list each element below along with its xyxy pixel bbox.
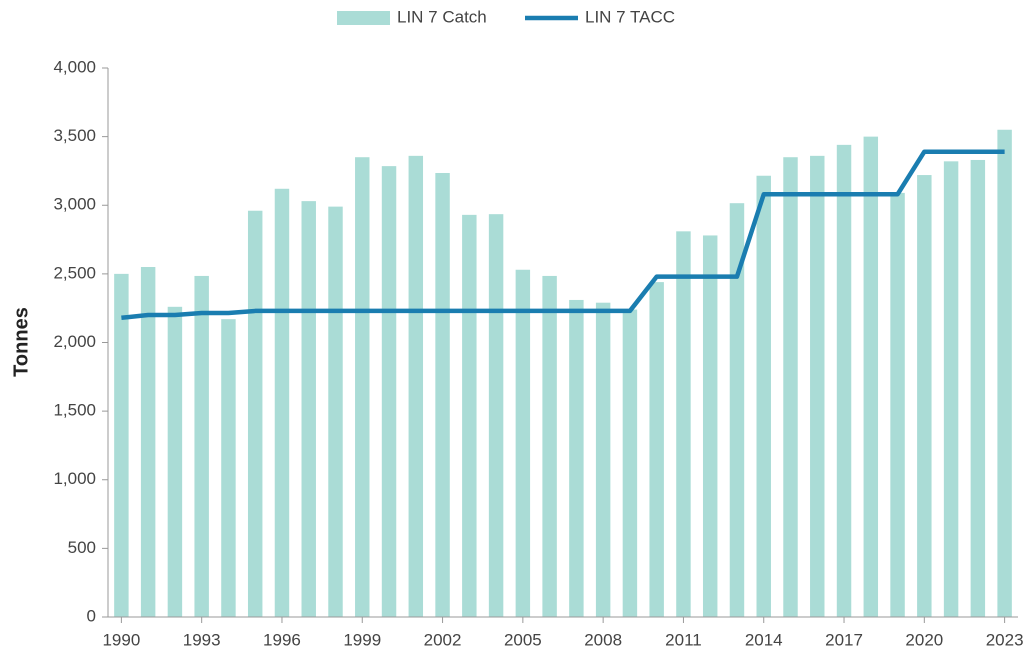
x-tick-label: 2002 — [424, 630, 462, 649]
bar — [756, 175, 771, 617]
bar — [221, 319, 236, 617]
x-tick-label: 2017 — [825, 630, 863, 649]
y-tick-label: 500 — [68, 538, 96, 557]
line — [121, 149, 1005, 321]
bar — [810, 155, 825, 617]
y-tick-label: 0 — [87, 606, 96, 625]
x-tick-label: 2020 — [905, 630, 943, 649]
bar — [301, 201, 316, 617]
y-tick-label: 3,000 — [53, 195, 96, 214]
bar — [194, 275, 209, 617]
y-tick-label: 1,500 — [53, 401, 96, 420]
bar — [247, 210, 263, 618]
x-tick-label: 1990 — [102, 630, 140, 649]
bar — [943, 161, 959, 617]
bar — [328, 206, 343, 617]
bar — [729, 203, 745, 617]
x-tick-label: 2023 — [986, 630, 1024, 649]
bar — [997, 129, 1012, 617]
bar — [408, 155, 424, 617]
bar — [435, 172, 450, 617]
bar — [970, 159, 986, 617]
bar — [462, 214, 477, 618]
bar — [890, 192, 905, 617]
bar — [114, 273, 129, 617]
x-tick-label: 1999 — [343, 630, 381, 649]
bar — [167, 306, 183, 617]
bar — [917, 175, 932, 617]
bar — [622, 309, 638, 617]
bar — [515, 269, 531, 617]
y-tick-label: 3,500 — [53, 126, 96, 145]
bar — [569, 299, 584, 617]
x-tick-label: 1996 — [263, 630, 301, 649]
legend-swatch — [337, 11, 390, 25]
bar — [488, 214, 504, 617]
bar — [836, 144, 852, 618]
x-tick-label: 2014 — [745, 630, 783, 649]
bar — [702, 235, 718, 617]
y-axis-title: Tonnes — [10, 307, 32, 377]
x-tick-label: 1993 — [183, 630, 221, 649]
y-tick-label: 2,500 — [53, 263, 96, 282]
y-tick-label: 1,000 — [53, 469, 96, 488]
y-tick-label: 2,000 — [53, 332, 96, 351]
y-tick-label: 4,000 — [53, 57, 96, 76]
x-tick-label: 2008 — [584, 630, 622, 649]
x-tick-label: 2005 — [504, 630, 542, 649]
bar — [595, 302, 611, 617]
bar — [542, 275, 557, 617]
bar — [783, 157, 798, 617]
bar — [649, 282, 664, 617]
legend-label: LIN 7 TACC — [585, 7, 675, 26]
bar — [140, 267, 156, 617]
bar — [676, 231, 691, 617]
x-tick-label: 2011 — [665, 630, 702, 649]
legend-label: LIN 7 Catch — [397, 7, 487, 26]
bar — [274, 188, 290, 617]
bar — [355, 157, 370, 617]
bar — [381, 166, 397, 618]
bar — [863, 136, 879, 617]
